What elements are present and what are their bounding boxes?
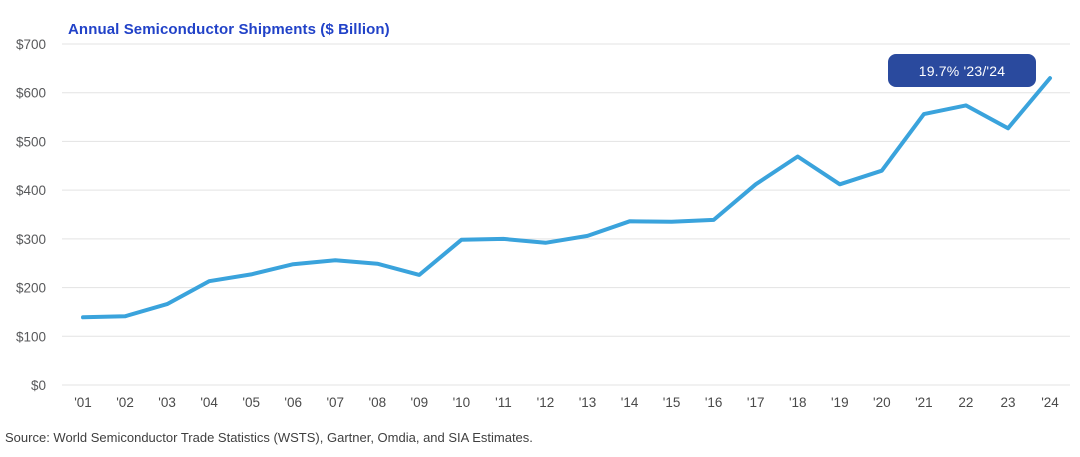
y-axis-tick-label: $500: [16, 134, 46, 149]
shipments-trend-line: [81, 76, 1052, 320]
x-axis-tick-label: '17: [747, 395, 765, 410]
x-axis-tick-label: '03: [158, 395, 176, 410]
y-axis-tick-label: $100: [16, 329, 46, 344]
source-note: Source: World Semiconductor Trade Statis…: [5, 430, 533, 445]
y-axis-tick-label: $200: [16, 281, 46, 296]
x-axis-tick-label: '20: [873, 395, 891, 410]
x-axis-tick-label: '12: [537, 395, 555, 410]
x-axis-tick-label: '01: [74, 395, 92, 410]
growth-callout-badge: 19.7% '23/'24: [888, 54, 1036, 87]
x-axis-tick-label: '08: [369, 395, 387, 410]
x-axis-tick-label: '10: [453, 395, 471, 410]
x-axis-tick-label: '09: [411, 395, 429, 410]
x-axis-tick-label: '14: [621, 395, 639, 410]
x-axis-tick-label: '21: [915, 395, 933, 410]
growth-callout-label: 19.7% '23/'24: [918, 62, 1006, 79]
x-axis-tick-label: '04: [200, 395, 218, 410]
y-axis-tick-label: $0: [31, 378, 46, 393]
x-axis-tick-label: '06: [284, 395, 302, 410]
x-axis-tick-label: '02: [116, 395, 134, 410]
x-axis-tick-label: '13: [579, 395, 597, 410]
x-axis-tick-label: '16: [705, 395, 723, 410]
x-axis-tick-label: '24: [1041, 395, 1059, 410]
x-axis-tick-label: '11: [495, 395, 512, 410]
y-axis-tick-label: $600: [16, 86, 46, 101]
x-axis-tick-label: '19: [831, 395, 849, 410]
x-axis-tick-label: '05: [242, 395, 260, 410]
x-axis-tick-label: 23: [1000, 395, 1015, 410]
x-axis-tick-label: '18: [789, 395, 807, 410]
y-axis-tick-label: $400: [16, 183, 46, 198]
x-axis-tick-label: 22: [958, 395, 973, 410]
x-axis-tick-label: '07: [326, 395, 344, 410]
y-axis-tick-label: $700: [16, 37, 46, 52]
x-axis-tick-label: '15: [663, 395, 681, 410]
y-axis-tick-label: $300: [16, 232, 46, 247]
chart-title: Annual Semiconductor Shipments ($ Billio…: [68, 21, 390, 38]
